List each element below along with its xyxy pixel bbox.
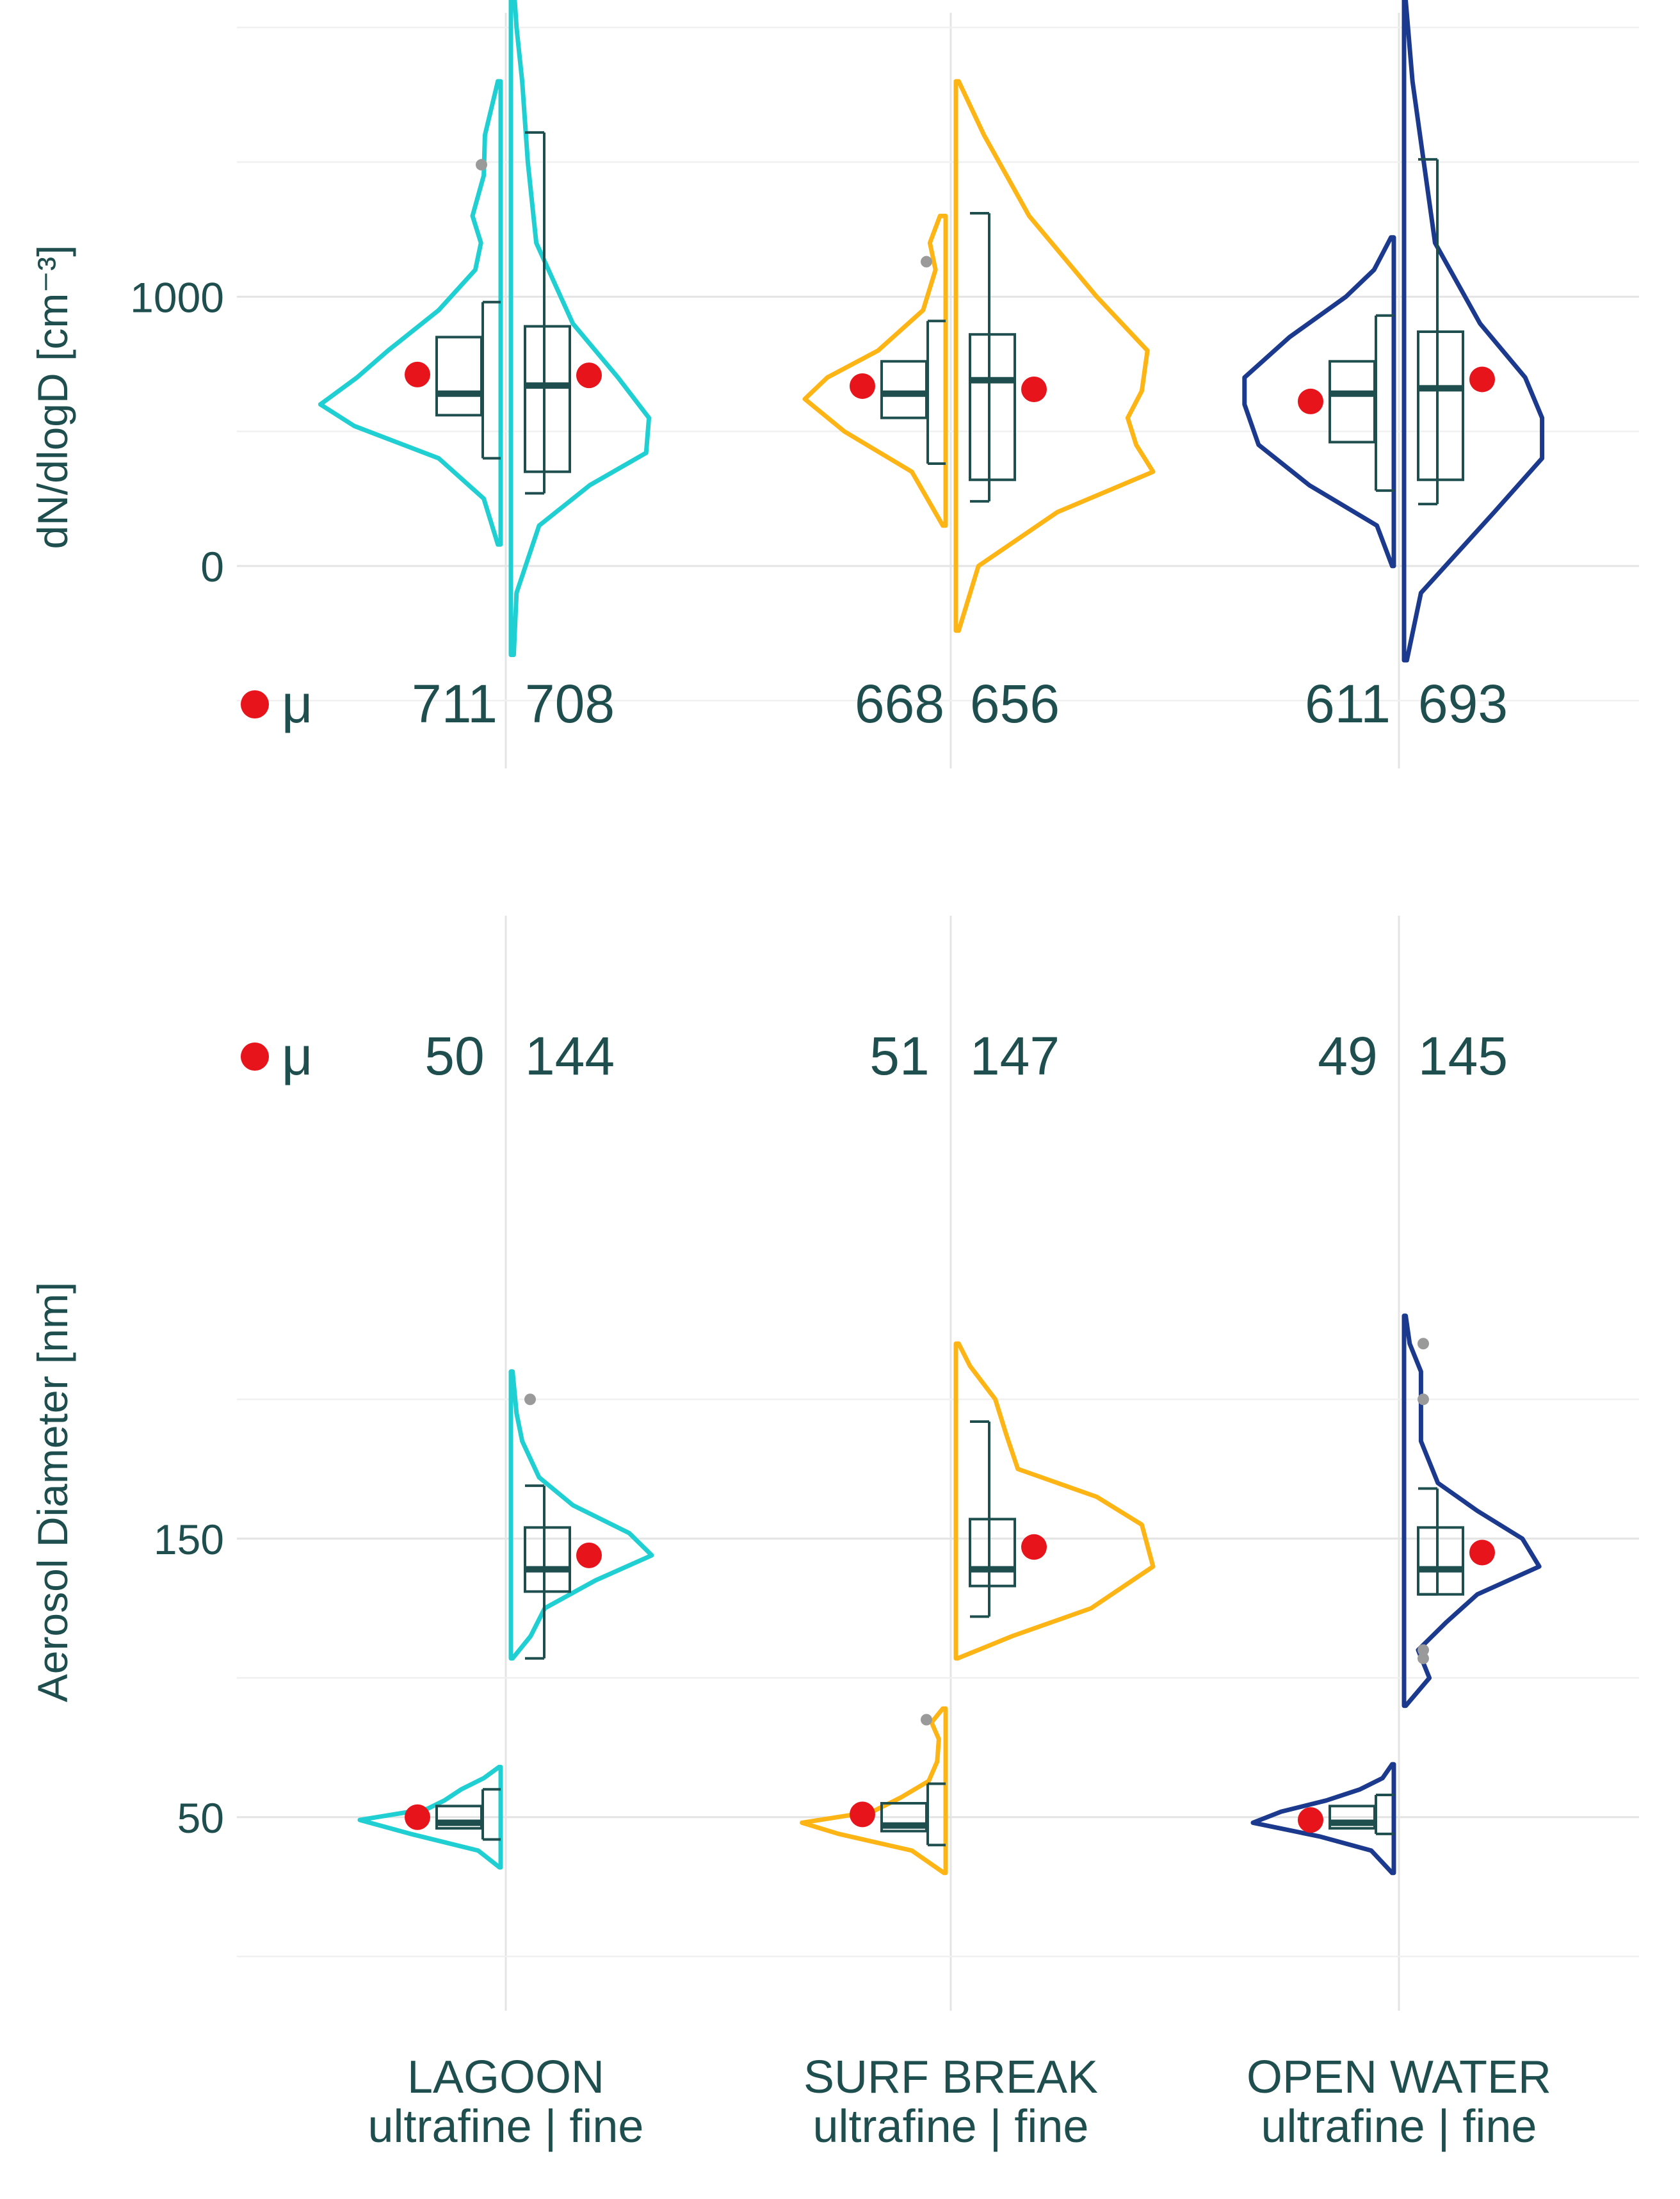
mean-legend-symbol-0: μ <box>282 674 312 734</box>
mean-label-lagoon-ultrafine-1: 50 <box>424 1026 484 1086</box>
mean-label-lagoon-ultrafine-0: 711 <box>412 674 497 734</box>
x-subcategory-label-0: ultrafine | fine <box>368 2101 644 2152</box>
box-lagoon-fine-0 <box>524 325 571 473</box>
mean-legend-symbol-1: μ <box>282 1026 312 1086</box>
box-lagoon-ultrafine-0 <box>435 336 483 417</box>
violin-lagoon-ultrafine-1 <box>357 1764 503 1870</box>
y-axis-label-concentration: dN/dlogD [cm⁻³] <box>29 245 76 549</box>
x-subcategory-label-1: ultrafine | fine <box>813 2101 1089 2152</box>
mean-dot-surf_break-fine-1 <box>1021 1534 1047 1560</box>
mean-dot-surf_break-fine-0 <box>1021 377 1047 403</box>
y-axis-label-diameter: Aerosol Diameter [nm] <box>29 1282 76 1703</box>
x-category-label-0: LAGOON <box>407 2052 604 2103</box>
x-category-label-1: SURF BREAK <box>804 2052 1098 2103</box>
mean-dot-open_water-ultrafine-1 <box>1298 1807 1323 1833</box>
violin-lagoon-fine-1 <box>508 1369 654 1661</box>
outlier-surf_break-ultrafine-1-0 <box>921 1714 932 1726</box>
mean-dot-surf_break-ultrafine-0 <box>850 373 875 399</box>
violin-open_water-fine-0 <box>1401 0 1545 663</box>
mean-label-open_water-ultrafine-0: 611 <box>1305 674 1391 734</box>
mean-label-open_water-fine-0: 693 <box>1418 674 1508 734</box>
violin-surf_break-ultrafine-0 <box>802 213 948 528</box>
violin-surf_break-fine-0 <box>953 79 1156 633</box>
box-surf_break-ultrafine-0 <box>880 360 928 419</box>
mean-label-surf_break-fine-1: 147 <box>970 1026 1060 1086</box>
box-open_water-fine-1 <box>1417 1526 1464 1596</box>
mean-dot-open_water-fine-0 <box>1469 366 1495 393</box>
mean-label-open_water-fine-1: 145 <box>1418 1026 1508 1086</box>
mean-dot-open_water-fine-1 <box>1469 1539 1495 1566</box>
grid-lines <box>237 13 1639 2011</box>
violin-surf_break-fine-1 <box>953 1341 1156 1661</box>
mean-legend-dot-1 <box>241 1043 269 1071</box>
x-subcategory-label-2: ultrafine | fine <box>1261 2101 1537 2152</box>
violin-open_water-ultrafine-1 <box>1250 1762 1396 1876</box>
mean-dot-lagoon-fine-0 <box>576 362 602 389</box>
box-lagoon-fine-1 <box>524 1526 571 1593</box>
mean-dot-surf_break-ultrafine-1 <box>850 1801 875 1828</box>
mean-dot-lagoon-fine-1 <box>576 1542 602 1568</box>
mean-label-surf_break-fine-0: 656 <box>970 674 1060 734</box>
outlier-lagoon-ultrafine-0-0 <box>476 159 487 171</box>
y-tick-label-1-50: 50 <box>177 1794 224 1842</box>
box-open_water-ultrafine-0 <box>1329 360 1376 444</box>
box-surf_break-fine-1 <box>969 1518 1016 1587</box>
outlier-surf_break-ultrafine-0-0 <box>921 256 932 268</box>
outlier-lagoon-fine-1-0 <box>524 1393 536 1406</box>
mean-label-surf_break-ultrafine-1: 51 <box>869 1026 929 1086</box>
y-tick-label-0-1000: 1000 <box>130 273 224 321</box>
box-open_water-fine-0 <box>1417 330 1464 482</box>
mean-label-lagoon-fine-1: 144 <box>525 1026 615 1086</box>
mean-dot-open_water-ultrafine-0 <box>1298 388 1323 414</box>
outlier-open_water-fine-1-1 <box>1418 1644 1429 1656</box>
outlier-open_water-fine-1-3 <box>1418 1338 1429 1350</box>
x-category-label-2: OPEN WATER <box>1247 2052 1551 2103</box>
violin-lagoon-ultrafine-0 <box>318 79 503 547</box>
outlier-open_water-fine-1-0 <box>1418 1652 1429 1664</box>
y-tick-label-0-0: 0 <box>200 543 224 590</box>
violin-surf_break-ultrafine-1 <box>800 1706 948 1876</box>
box-surf_break-fine-0 <box>969 333 1016 482</box>
y-tick-label-1-150: 150 <box>154 1516 224 1563</box>
outlier-open_water-fine-1-2 <box>1418 1393 1429 1406</box>
mean-label-lagoon-fine-0: 708 <box>525 674 615 734</box>
mean-label-surf_break-ultrafine-0: 668 <box>855 674 944 734</box>
violin-marks <box>241 0 1545 1876</box>
violin-lagoon-fine-0 <box>508 0 652 658</box>
mean-dot-lagoon-ultrafine-1 <box>405 1804 430 1830</box>
chart-text: dN/dlogD [cm⁻³] Aerosol Diameter [nm] 0 1… <box>29 245 1551 2152</box>
mean-label-open_water-ultrafine-1: 49 <box>1318 1026 1377 1086</box>
mean-dot-lagoon-ultrafine-0 <box>405 361 430 387</box>
violin-open_water-ultrafine-0 <box>1242 235 1396 569</box>
mean-legend-dot-0 <box>241 690 269 718</box>
